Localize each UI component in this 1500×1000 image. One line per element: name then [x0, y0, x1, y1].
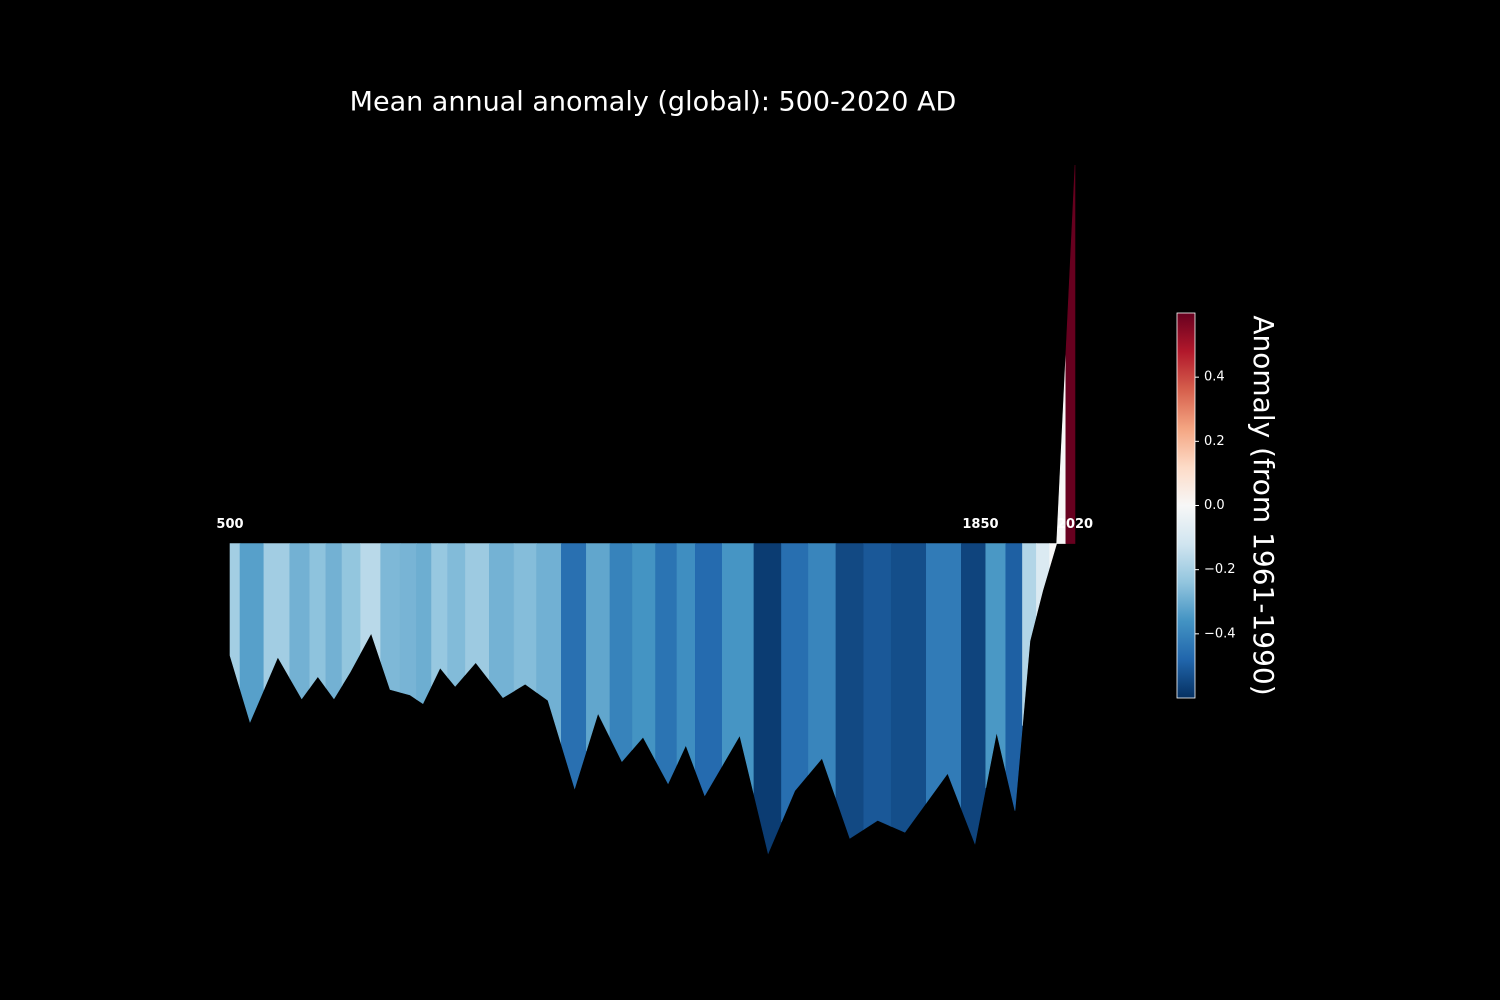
- area-stripe: [835, 543, 865, 839]
- area-stripe: [890, 543, 927, 833]
- area-stripe: [655, 543, 678, 785]
- area-stripe: [676, 543, 696, 771]
- area-stripe: [632, 543, 656, 761]
- area-stripe: [489, 543, 515, 699]
- area-stripe: [1036, 543, 1051, 616]
- colorbar-label: Anomaly (from 1961-1990): [1247, 315, 1280, 695]
- area-stripe: [586, 543, 611, 752]
- area-stripe: [609, 543, 633, 763]
- area-stripe: [961, 543, 987, 845]
- area-stripe: [695, 543, 723, 797]
- x-tick-label: 1850: [962, 517, 998, 532]
- area-stripe: [465, 543, 490, 681]
- colorbar-tick-label: 0.0: [1204, 498, 1225, 513]
- area-stripe: [536, 543, 562, 745]
- area-stripe: [513, 543, 537, 693]
- area-stripe: [380, 543, 401, 693]
- area-stripe: [289, 543, 311, 700]
- area-stripe: [985, 543, 1007, 789]
- area-stripe: [399, 543, 417, 700]
- colorbar: [1176, 312, 1196, 699]
- x-tick-label: 500: [216, 517, 243, 532]
- area-stripe: [239, 543, 265, 723]
- area-stripe: [561, 543, 587, 790]
- x-tick-label: 2020: [1057, 517, 1093, 532]
- area-stripe: [753, 543, 782, 855]
- area-stripe: [309, 543, 327, 689]
- area-stripe: [1049, 354, 1067, 568]
- colorbar-tick-label: −0.2: [1204, 562, 1236, 577]
- area-stripe: [416, 543, 432, 705]
- area-stripe: [325, 543, 343, 700]
- area-stripe: [1005, 543, 1023, 811]
- area-stripe: [721, 543, 755, 795]
- area-stripe: [360, 543, 381, 662]
- colorbar-tick-label: 0.2: [1204, 434, 1225, 449]
- area-stripe: [925, 543, 962, 809]
- area-stripe: [863, 543, 892, 830]
- area-stripe: [1022, 543, 1037, 726]
- area-stripe: [781, 543, 809, 823]
- area-stripe: [1065, 164, 1076, 544]
- colorbar-tick-label: 0.4: [1204, 370, 1225, 385]
- colorbar-tick-label: −0.4: [1204, 626, 1236, 641]
- area-stripe: [447, 543, 466, 687]
- area-stripe: [431, 543, 448, 686]
- area-stripe: [341, 543, 361, 687]
- area-stripe: [263, 543, 291, 690]
- chart-title: Mean annual anomaly (global): 500-2020 A…: [350, 87, 957, 118]
- area-stripe: [808, 543, 837, 799]
